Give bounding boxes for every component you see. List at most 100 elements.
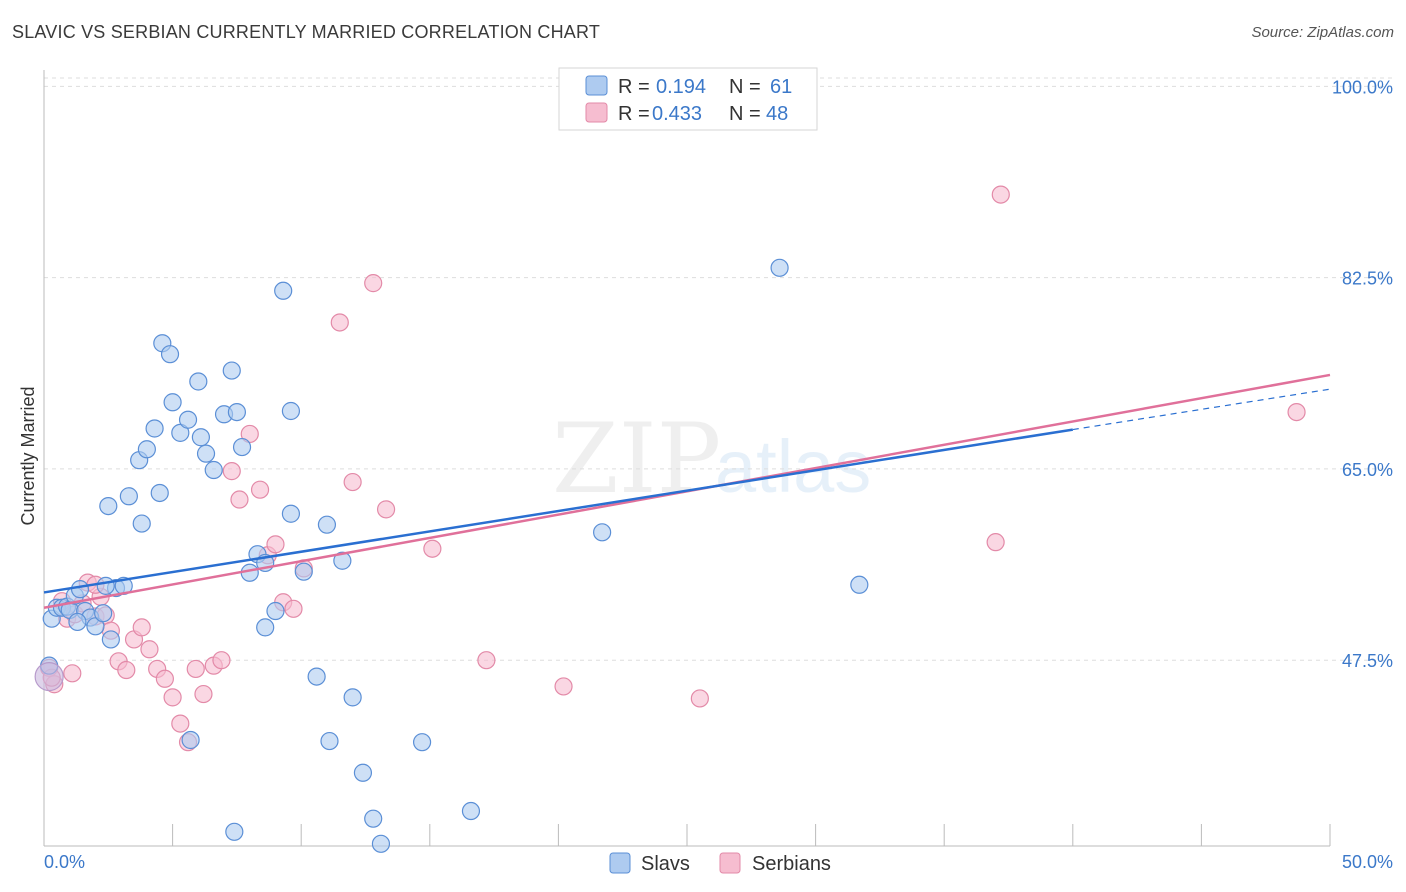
slavs-point: [770, 258, 789, 277]
slavs-point: [320, 731, 339, 751]
slavs-point: [119, 487, 138, 506]
slavs-point: [281, 401, 301, 421]
slavs-point: [371, 834, 391, 853]
serbians-point: [171, 714, 190, 733]
legend-r-label-serbians: R =: [618, 103, 650, 125]
slavs-point: [101, 630, 120, 649]
serbians-point: [194, 684, 213, 704]
slavs-point: [412, 733, 432, 752]
serbians-point: [986, 533, 1005, 552]
serbians-point: [991, 185, 1010, 204]
legend-n-label-slavs: N =: [729, 76, 761, 98]
legend-n-value-slavs: 61: [770, 76, 792, 98]
y-tick-label: 65.0%: [1342, 460, 1393, 480]
slavs-point: [204, 460, 223, 480]
serbians-point: [212, 651, 231, 670]
slavs-point: [353, 763, 373, 782]
serbians-point: [230, 490, 249, 509]
legend-swatch-serbians: [585, 102, 608, 123]
slavs-point: [593, 523, 612, 542]
slavs-point: [191, 428, 210, 447]
slavs-point: [163, 393, 182, 412]
chart-title: SLAVIC VS SERBIAN CURRENTLY MARRIED CORR…: [12, 22, 601, 42]
serbians-point: [132, 618, 151, 637]
serbians-point: [376, 500, 396, 519]
serbians-point: [222, 462, 241, 481]
legend-swatch-slavs: [585, 75, 608, 96]
legend-r-label-slavs: R =: [618, 76, 650, 98]
legend-r-value-serbians: 0.433: [652, 103, 702, 125]
slavs-point: [96, 576, 115, 595]
serbians-point: [423, 539, 442, 558]
slavs-point: [94, 604, 113, 623]
serbians-point: [117, 660, 136, 680]
serbians-point: [63, 664, 82, 683]
bottom-legend-swatch-serbians: [719, 852, 741, 874]
trend-lines: [43, 373, 1331, 609]
slavs-point: [364, 809, 383, 828]
slavs-point: [333, 551, 352, 570]
slavs-point: [274, 281, 293, 300]
slavs-point: [294, 562, 313, 581]
serbians-point: [163, 688, 182, 707]
serbians-point: [330, 313, 349, 332]
bottom-legend-label-serbians: Serbians: [752, 853, 831, 875]
slavs-point: [196, 444, 216, 463]
legend-r-value-slavs: 0.194: [656, 76, 706, 98]
serbians-point: [155, 669, 174, 688]
watermark-zip: ZIP: [552, 403, 721, 515]
slavs-point: [222, 361, 241, 380]
x-tick-label-min: 0.0%: [44, 852, 85, 872]
slavs-point: [850, 575, 869, 594]
serbians-point: [690, 689, 709, 708]
slavs-point: [461, 801, 481, 821]
serbians-point: [266, 535, 285, 554]
slavs-point: [181, 730, 200, 750]
bottom-legend-swatch-slavs: [609, 852, 631, 874]
overlap-cluster-point: [34, 661, 64, 692]
x-axis-ticks: [172, 824, 1331, 846]
y-axis-tick-labels: 100.0% 82.5% 65.0% 47.5%: [1332, 77, 1393, 671]
slavs-point: [68, 612, 87, 632]
slavs-point: [160, 345, 180, 364]
y-axis-title: Currently Married: [18, 386, 38, 525]
slavs-point: [281, 504, 301, 523]
slavs-point: [232, 437, 252, 457]
legend-n-value-serbians: 48: [766, 103, 788, 125]
slavs-point: [189, 372, 208, 391]
slavs-point: [150, 483, 169, 503]
slavs-point: [132, 514, 151, 533]
serbians-point: [186, 659, 205, 679]
watermark: ZIP atlas: [552, 403, 871, 515]
slavs-point: [256, 618, 275, 637]
bottom-legend: Slavs Serbians: [609, 852, 831, 875]
y-tick-label: 82.5%: [1342, 269, 1393, 289]
slavs-point: [266, 601, 285, 621]
serbians-point: [477, 651, 496, 670]
serbians-point: [343, 472, 362, 492]
slavs-point: [225, 822, 244, 841]
serbians-point: [250, 480, 270, 499]
bottom-legend-label-slavs: Slavs: [641, 853, 690, 875]
serbians-point: [364, 274, 383, 293]
slavs-point: [307, 667, 326, 686]
serbians-point: [554, 677, 573, 696]
slavs-points: [34, 258, 869, 853]
slavs-point: [317, 515, 337, 534]
legend: R = 0.194 N = 61 R = 0.433 N = 48: [558, 67, 818, 131]
slavs-trend-line: [43, 428, 1073, 594]
watermark-atlas: atlas: [715, 425, 871, 508]
slavs-point: [99, 496, 118, 516]
slavs-point: [227, 402, 246, 422]
slavs-point: [343, 688, 362, 707]
source-credit: Source: ZipAtlas.com: [1251, 24, 1394, 41]
y-tick-label: 47.5%: [1342, 651, 1393, 671]
slavs-point: [70, 580, 90, 599]
x-tick-label-max: 50.0%: [1342, 852, 1393, 872]
slavs-point: [137, 440, 156, 459]
slavs-point: [145, 419, 164, 438]
slavs-point: [178, 410, 198, 429]
y-tick-label: 100.0%: [1332, 77, 1393, 97]
serbians-point: [140, 640, 159, 659]
